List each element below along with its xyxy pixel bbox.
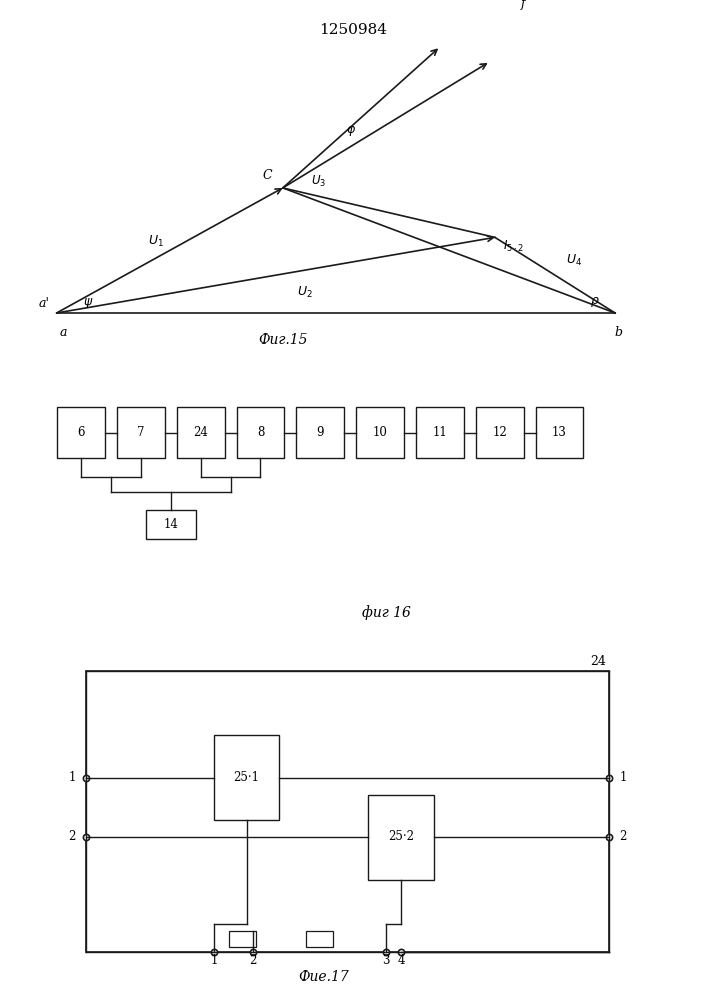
Bar	[177, 407, 225, 458]
Text: $U_1$: $U_1$	[148, 234, 164, 249]
Text: 2: 2	[68, 830, 76, 843]
Bar	[86, 671, 609, 952]
Bar	[296, 407, 344, 458]
Text: 3: 3	[382, 954, 390, 968]
Bar	[476, 407, 524, 458]
Text: C: C	[262, 169, 272, 182]
Text: $\psi$: $\psi$	[83, 296, 94, 310]
Bar	[368, 794, 433, 880]
Text: 10: 10	[373, 426, 387, 439]
Text: 1: 1	[210, 954, 218, 968]
Bar	[117, 407, 165, 458]
Text: 1: 1	[619, 771, 627, 784]
Text: 24: 24	[590, 655, 606, 668]
Text: 11: 11	[433, 426, 448, 439]
Text: $U_3$: $U_3$	[311, 174, 326, 189]
Text: 25·1: 25·1	[233, 771, 259, 784]
Text: 4: 4	[397, 954, 405, 968]
Text: 12: 12	[492, 426, 507, 439]
Text: 13: 13	[552, 426, 567, 439]
Text: 2: 2	[619, 830, 627, 843]
Text: 2: 2	[249, 954, 256, 968]
Text: $U_4$: $U_4$	[566, 253, 582, 268]
Text: $\varphi$: $\varphi$	[346, 124, 356, 138]
Bar	[146, 510, 196, 539]
Text: 9: 9	[317, 426, 324, 439]
Bar	[356, 407, 404, 458]
Text: 1: 1	[68, 771, 76, 784]
Text: 8: 8	[257, 426, 264, 439]
Text: a: a	[60, 326, 67, 339]
Bar	[57, 407, 105, 458]
Bar	[229, 930, 255, 947]
Text: $I_{5\cdot2}$: $I_{5\cdot2}$	[503, 239, 525, 254]
Text: f: f	[521, 0, 526, 10]
Bar	[416, 407, 464, 458]
Text: $U_2$: $U_2$	[297, 285, 312, 300]
Text: Фие.17: Фие.17	[298, 970, 349, 984]
Text: $\rho$: $\rho$	[590, 295, 600, 309]
Bar	[237, 407, 284, 458]
Bar	[214, 735, 279, 820]
Bar	[536, 407, 583, 458]
Text: 1250984: 1250984	[320, 23, 387, 37]
Bar	[306, 930, 333, 947]
Text: 24: 24	[193, 426, 208, 439]
Text: 25·2: 25·2	[388, 830, 414, 843]
Text: 14: 14	[163, 518, 178, 531]
Text: фиг 16: фиг 16	[362, 605, 411, 619]
Text: 7: 7	[137, 426, 145, 439]
Text: Фиг.15: Фиг.15	[258, 333, 308, 347]
Text: a': a'	[39, 297, 49, 310]
Text: 6: 6	[77, 426, 85, 439]
Text: b: b	[614, 326, 623, 339]
